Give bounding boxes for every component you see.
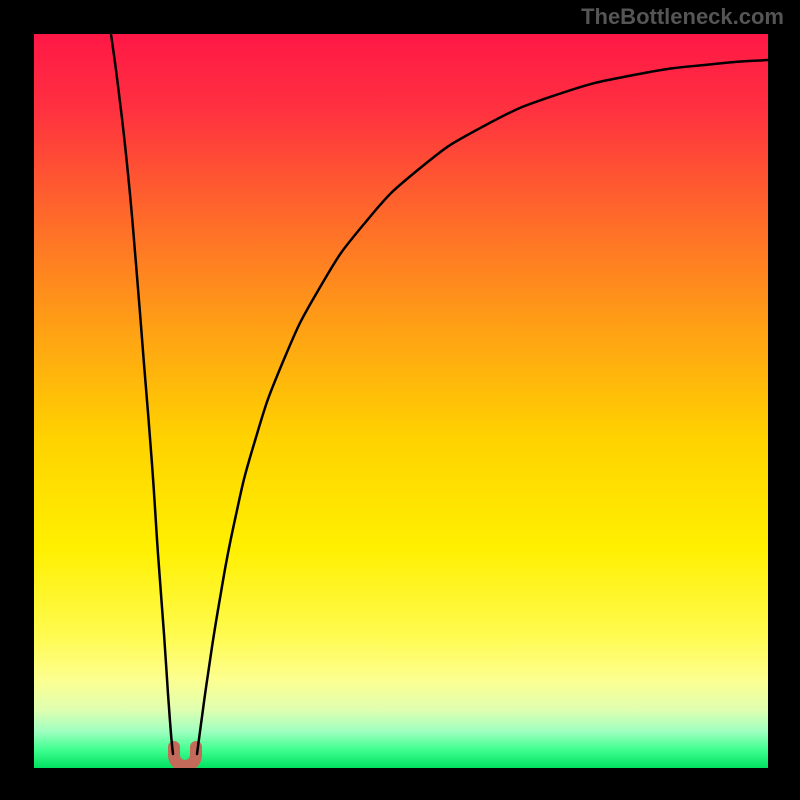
chart-plot-area xyxy=(34,34,768,768)
heatmap-gradient-background xyxy=(34,34,768,768)
watermark-text: TheBottleneck.com xyxy=(581,4,784,30)
